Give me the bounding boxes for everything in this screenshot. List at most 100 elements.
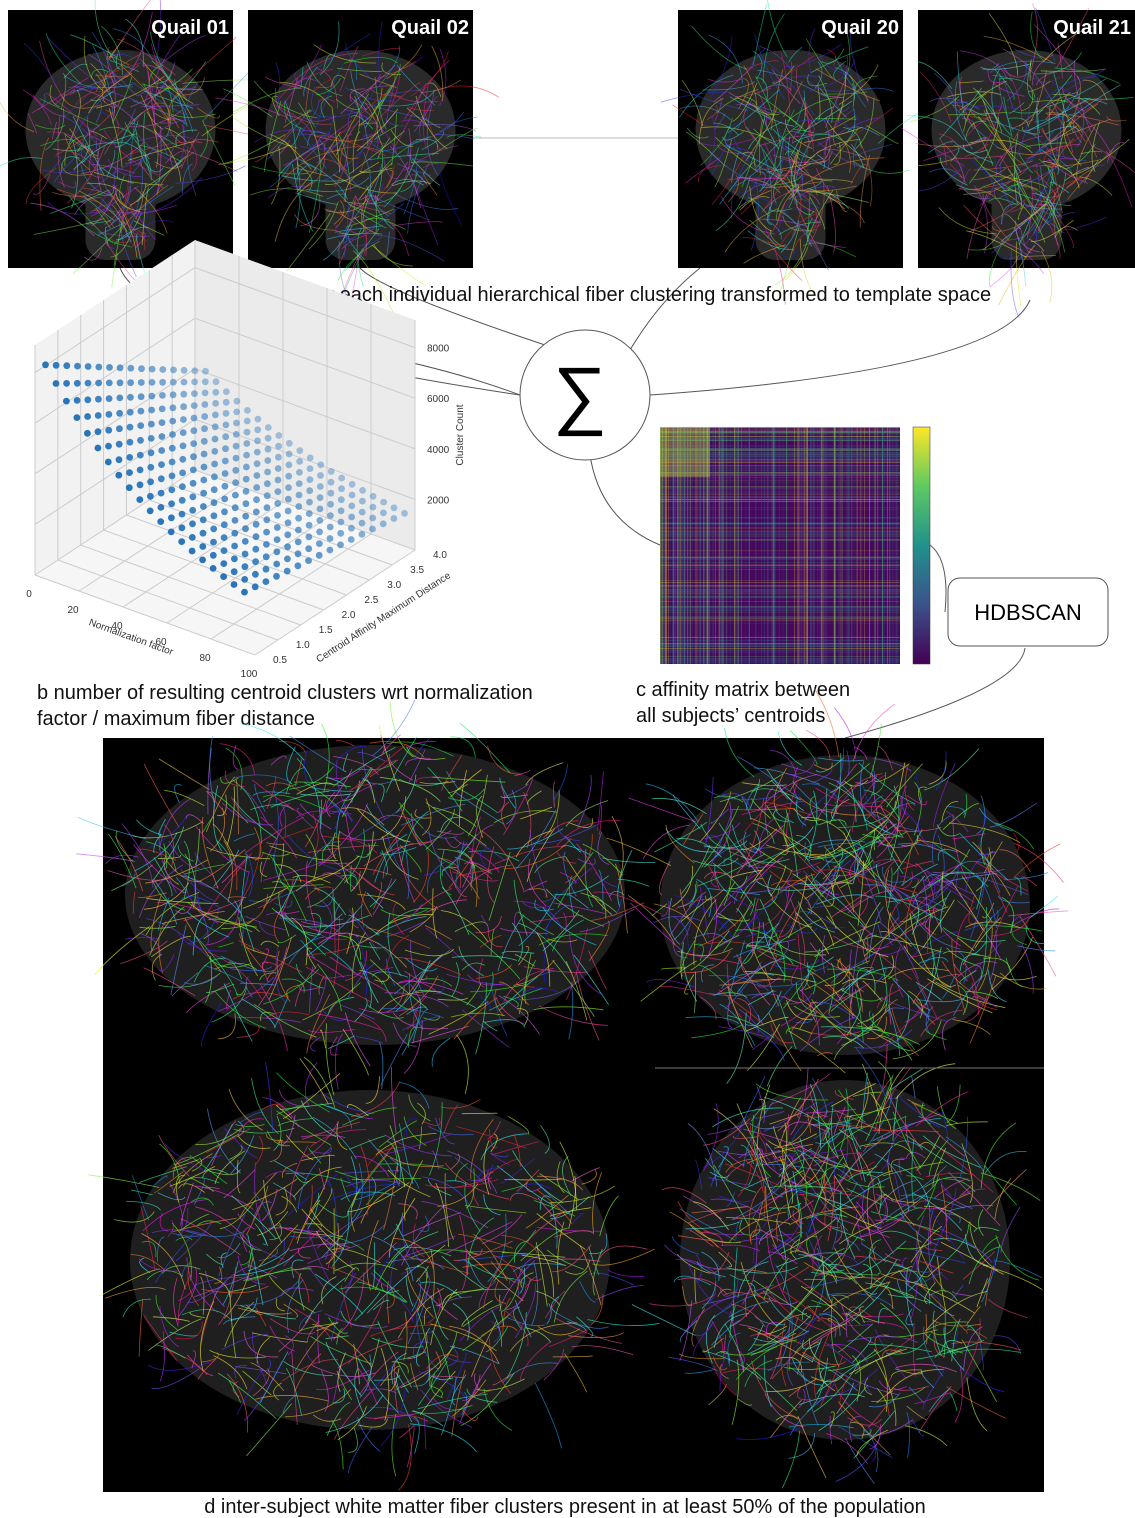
fiber bbox=[868, 1404, 888, 1428]
fiber bbox=[940, 1241, 1004, 1275]
fiber bbox=[70, 34, 118, 58]
fiber bbox=[838, 1125, 904, 1139]
fiber bbox=[180, 896, 221, 909]
fiber bbox=[991, 937, 1033, 990]
fiber bbox=[132, 891, 136, 914]
fiber bbox=[374, 161, 409, 203]
fiber bbox=[1014, 166, 1050, 226]
fiber bbox=[1015, 241, 1022, 306]
fiber bbox=[762, 59, 815, 116]
fiber bbox=[862, 1093, 893, 1153]
fiber bbox=[357, 916, 427, 945]
fiber bbox=[897, 843, 956, 859]
fiber bbox=[325, 197, 368, 213]
fiber bbox=[334, 1262, 398, 1272]
fiber bbox=[847, 1336, 918, 1343]
fiber bbox=[377, 1148, 444, 1168]
fiber bbox=[874, 966, 887, 985]
fiber bbox=[923, 136, 989, 162]
fiber bbox=[111, 864, 153, 891]
fiber bbox=[1017, 202, 1026, 220]
fiber bbox=[838, 64, 879, 105]
fiber bbox=[261, 851, 290, 857]
fiber bbox=[739, 1324, 782, 1341]
fiber bbox=[329, 1036, 338, 1056]
fiber bbox=[803, 880, 852, 888]
fiber bbox=[680, 88, 749, 112]
fiber bbox=[252, 1201, 272, 1222]
fiber bbox=[441, 1377, 457, 1436]
fiber bbox=[230, 966, 273, 972]
fiber bbox=[346, 839, 378, 854]
fiber bbox=[194, 852, 215, 877]
fiber bbox=[949, 1393, 958, 1412]
fiber bbox=[520, 1272, 534, 1288]
fiber bbox=[281, 911, 300, 915]
fiber bbox=[855, 1081, 869, 1128]
scatter-point bbox=[148, 420, 155, 428]
fiber bbox=[653, 903, 708, 943]
fiber bbox=[318, 932, 360, 945]
fiber bbox=[726, 1153, 745, 1166]
fiber bbox=[973, 185, 989, 254]
scatter-point bbox=[348, 480, 356, 488]
fiber bbox=[322, 1223, 387, 1245]
fiber bbox=[787, 923, 818, 934]
fiber bbox=[781, 1290, 837, 1332]
fiber bbox=[877, 805, 919, 856]
fiber bbox=[136, 819, 162, 836]
fiber bbox=[858, 1208, 910, 1238]
fiber bbox=[151, 826, 185, 883]
fiber bbox=[517, 1266, 543, 1281]
scatter-point bbox=[232, 466, 240, 474]
fiber bbox=[502, 783, 529, 799]
fiber bbox=[553, 763, 568, 801]
fiber bbox=[855, 775, 878, 785]
fiber bbox=[139, 58, 150, 105]
fiber bbox=[1037, 74, 1073, 116]
fiber bbox=[292, 875, 331, 884]
scatter-point bbox=[294, 538, 302, 546]
fiber bbox=[157, 854, 181, 859]
fiber bbox=[112, 76, 133, 124]
fiber bbox=[454, 856, 492, 874]
fiber bbox=[780, 1322, 787, 1387]
fiber bbox=[712, 122, 739, 136]
fiber bbox=[445, 837, 462, 848]
fiber bbox=[565, 800, 609, 827]
fiber bbox=[797, 933, 804, 1002]
scatter-point bbox=[158, 461, 165, 468]
fiber bbox=[749, 817, 812, 853]
fiber bbox=[27, 112, 38, 134]
fiber bbox=[366, 1220, 379, 1291]
fiber bbox=[966, 1377, 988, 1432]
scatter-point bbox=[253, 496, 260, 504]
fiber bbox=[690, 930, 730, 971]
fiber bbox=[181, 163, 193, 194]
fiber bbox=[258, 921, 276, 937]
fiber bbox=[1001, 189, 1023, 225]
fiber bbox=[1007, 211, 1042, 241]
fiber bbox=[251, 1332, 308, 1343]
fiber bbox=[449, 1325, 500, 1365]
fiber bbox=[556, 817, 581, 841]
fiber bbox=[878, 952, 888, 1012]
scatter-point bbox=[284, 531, 292, 539]
fiber bbox=[785, 1027, 813, 1035]
fiber bbox=[855, 1046, 884, 1092]
fiber bbox=[139, 1257, 151, 1274]
fiber bbox=[270, 146, 281, 205]
fiber bbox=[763, 1140, 810, 1155]
fiber bbox=[321, 96, 391, 118]
fiber bbox=[1048, 158, 1089, 184]
fiber bbox=[465, 1168, 475, 1209]
fiber bbox=[906, 1267, 914, 1327]
fiber bbox=[886, 879, 940, 903]
x-tick-label: 20 bbox=[67, 605, 79, 616]
fiber bbox=[749, 778, 760, 811]
fiber bbox=[579, 908, 635, 932]
fiber bbox=[565, 961, 588, 1021]
fiber bbox=[577, 858, 596, 865]
fiber bbox=[250, 804, 294, 811]
fiber bbox=[715, 176, 751, 231]
